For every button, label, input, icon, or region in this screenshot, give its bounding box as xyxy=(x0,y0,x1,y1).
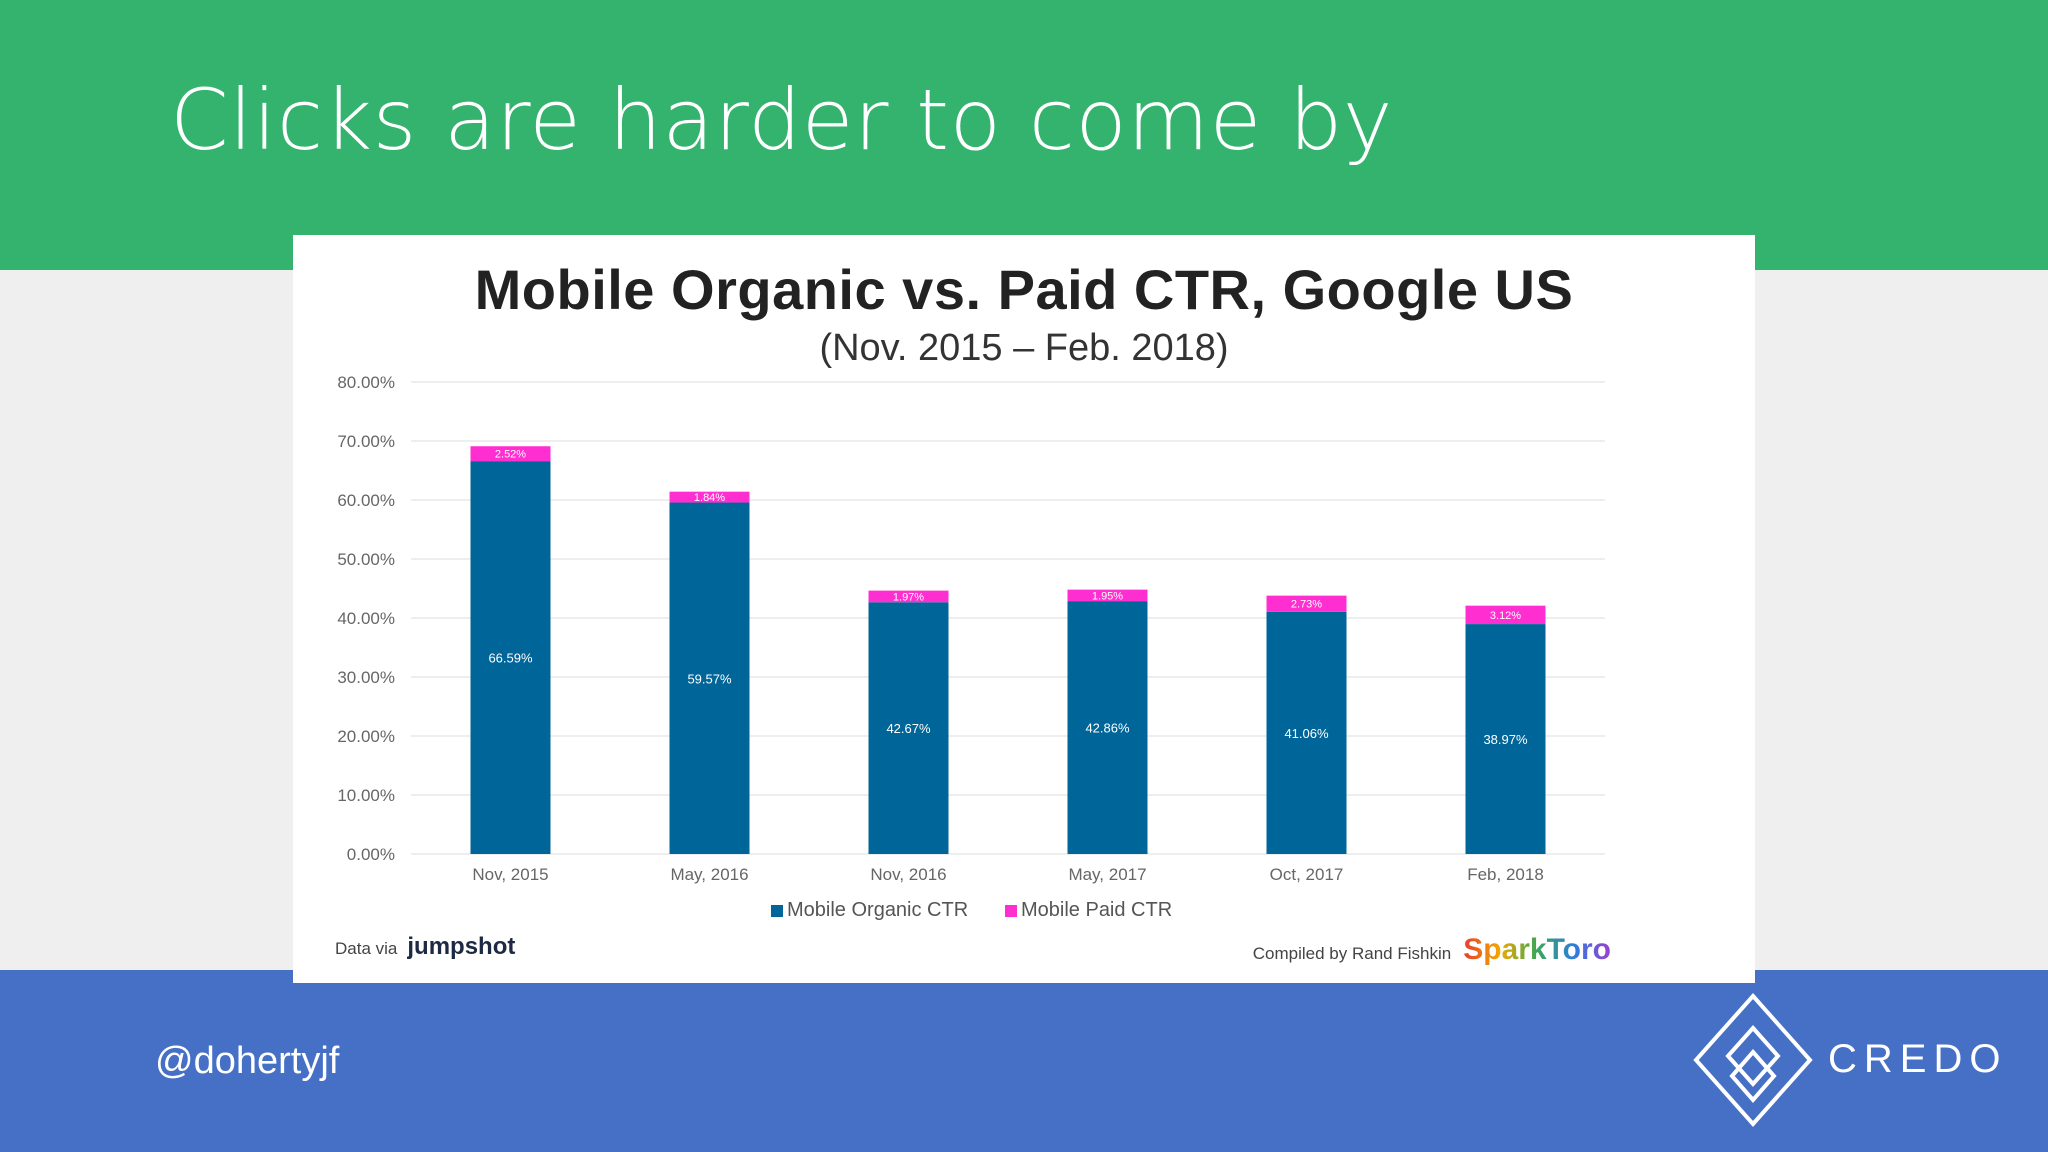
legend-item-organic: Mobile Organic CTR xyxy=(771,899,968,922)
y-tick-label: 80.00% xyxy=(337,373,395,392)
y-tick-label: 0.00% xyxy=(347,845,395,864)
x-tick-label: Oct, 2017 xyxy=(1270,865,1344,884)
data-label-organic: 42.86% xyxy=(1085,721,1130,736)
compiled-by-label: Compiled by Rand Fishkin xyxy=(1252,944,1452,963)
bar-organic xyxy=(470,461,551,854)
y-tick-label: 30.00% xyxy=(337,668,395,687)
credo-logo-text: CREDO xyxy=(1828,1037,2008,1081)
data-label-paid: 3.12% xyxy=(1490,610,1521,622)
y-tick-label: 20.00% xyxy=(337,727,395,746)
legend-swatch-organic xyxy=(771,904,783,917)
jumpshot-logo: jumpshot xyxy=(407,933,516,960)
data-label-paid: 2.73% xyxy=(1291,599,1322,611)
chart-card: Mobile Organic vs. Paid CTR, Google US (… xyxy=(293,235,1755,983)
footer-band xyxy=(0,970,2048,1152)
chart-title: Mobile Organic vs. Paid CTR, Google US xyxy=(474,258,1574,321)
y-tick-label: 40.00% xyxy=(337,609,395,628)
bar-organic xyxy=(1067,601,1148,854)
y-tick-label: 60.00% xyxy=(337,491,395,510)
x-tick-label: May, 2016 xyxy=(670,865,748,884)
header-band xyxy=(0,0,2048,270)
legend-swatch-paid xyxy=(1005,904,1017,917)
y-tick-label: 10.00% xyxy=(337,786,395,805)
bar-paid xyxy=(470,446,551,462)
data-via-label: Data via xyxy=(335,939,398,958)
bar-paid xyxy=(669,491,750,503)
y-tick-label: 70.00% xyxy=(337,432,395,451)
x-tick-label: Nov, 2016 xyxy=(870,865,946,884)
legend-item-paid: Mobile Paid CTR xyxy=(1005,899,1172,922)
credo-logo-icon xyxy=(1693,992,1813,1128)
bar-paid xyxy=(868,590,949,603)
data-label-paid: 1.97% xyxy=(893,591,924,603)
x-tick-label: May, 2017 xyxy=(1068,865,1146,884)
bar-organic xyxy=(1465,624,1546,854)
data-label-organic: 59.57% xyxy=(687,671,732,686)
legend-label-paid: Mobile Paid CTR xyxy=(1021,899,1173,921)
slide-title: Clicks are harder to come by xyxy=(170,71,1394,169)
bar-chart: 0.00% 10.00% 20.00% 30.00% 40.00% 50.00% 60.00… xyxy=(337,373,1605,884)
data-label-paid: 2.52% xyxy=(495,449,526,461)
sparktoro-logo: SparkToro xyxy=(1463,933,1611,966)
x-tick-label: Feb, 2018 xyxy=(1467,865,1544,884)
data-label-paid: 1.84% xyxy=(694,492,725,504)
x-tick-label: Nov, 2015 xyxy=(472,865,548,884)
bar-paid xyxy=(1465,605,1546,625)
data-label-paid: 1.95% xyxy=(1092,590,1123,602)
bar-paid xyxy=(1067,589,1148,602)
data-label-organic: 41.06% xyxy=(1284,726,1329,741)
data-label-organic: 38.97% xyxy=(1483,732,1528,747)
bar-organic xyxy=(868,602,949,854)
bar-organic xyxy=(669,502,750,854)
y-tick-label: 50.00% xyxy=(337,550,395,569)
data-label-organic: 42.67% xyxy=(886,721,931,736)
data-label-organic: 66.59% xyxy=(488,651,533,666)
bar-organic xyxy=(1266,611,1347,854)
bar-paid xyxy=(1266,595,1347,612)
chart-subtitle: (Nov. 2015 – Feb. 2018) xyxy=(819,327,1229,369)
compiled-by: Compiled by Rand Fishkin SparkToro xyxy=(1253,933,1611,967)
twitter-handle: @dohertyjf xyxy=(155,1040,340,1082)
legend-label-organic: Mobile Organic CTR xyxy=(787,899,969,921)
data-source: Data via jumpshot xyxy=(335,933,515,961)
